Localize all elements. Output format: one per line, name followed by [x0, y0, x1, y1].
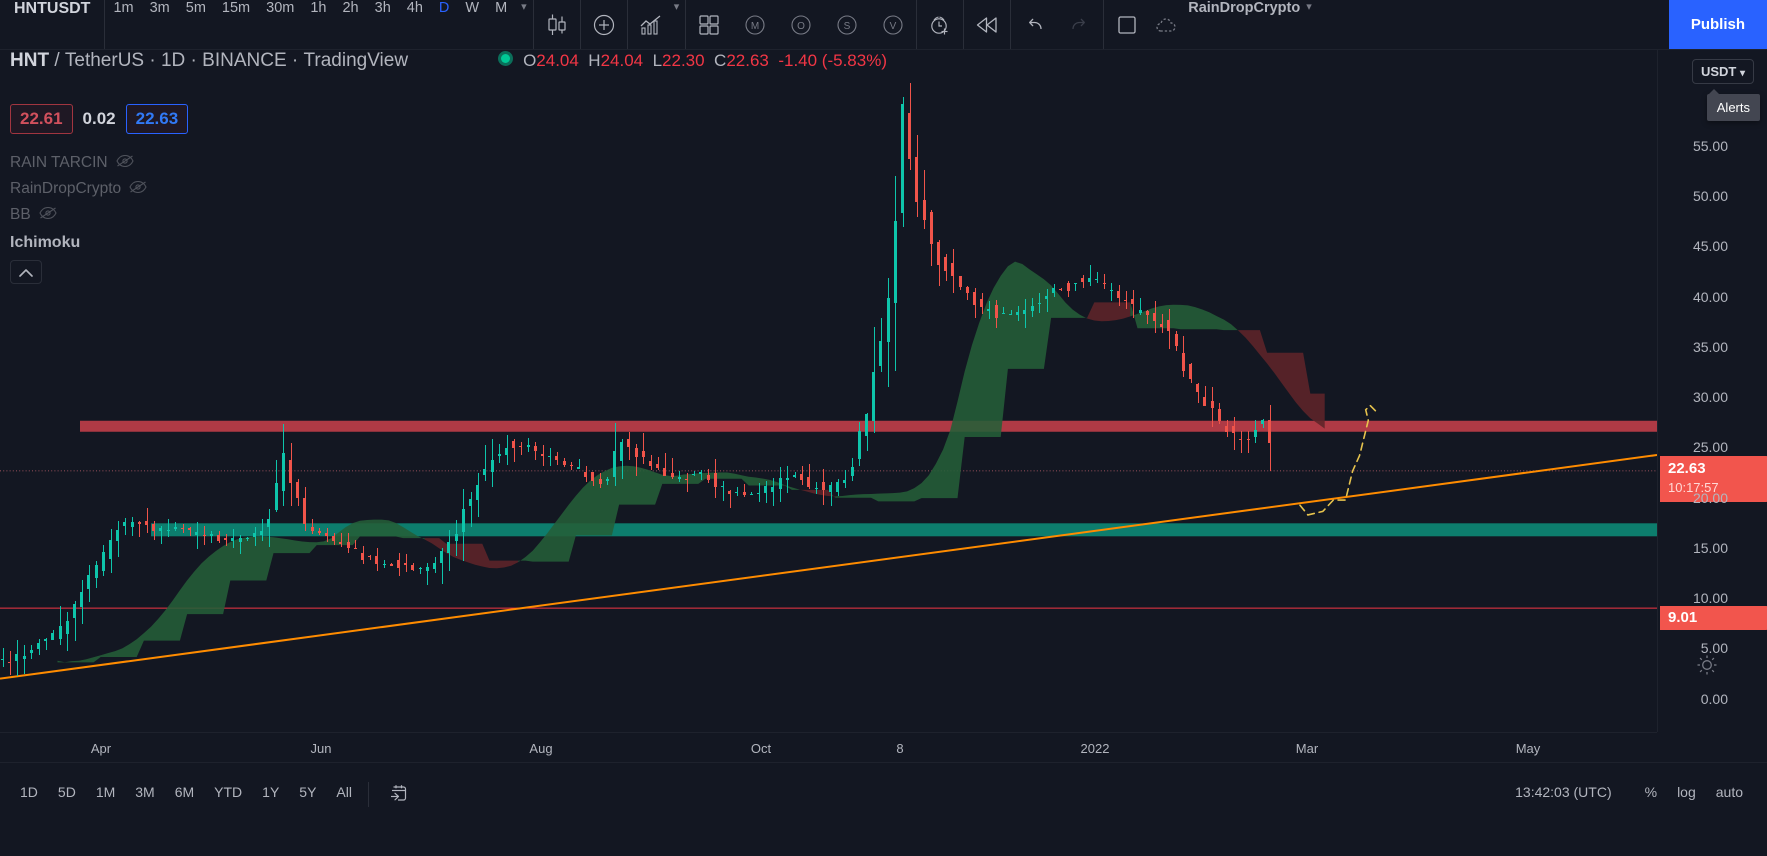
svg-text:O: O — [797, 21, 805, 32]
svg-text:V: V — [890, 21, 897, 32]
svg-text:M: M — [751, 21, 759, 32]
svg-text:S: S — [844, 21, 851, 32]
